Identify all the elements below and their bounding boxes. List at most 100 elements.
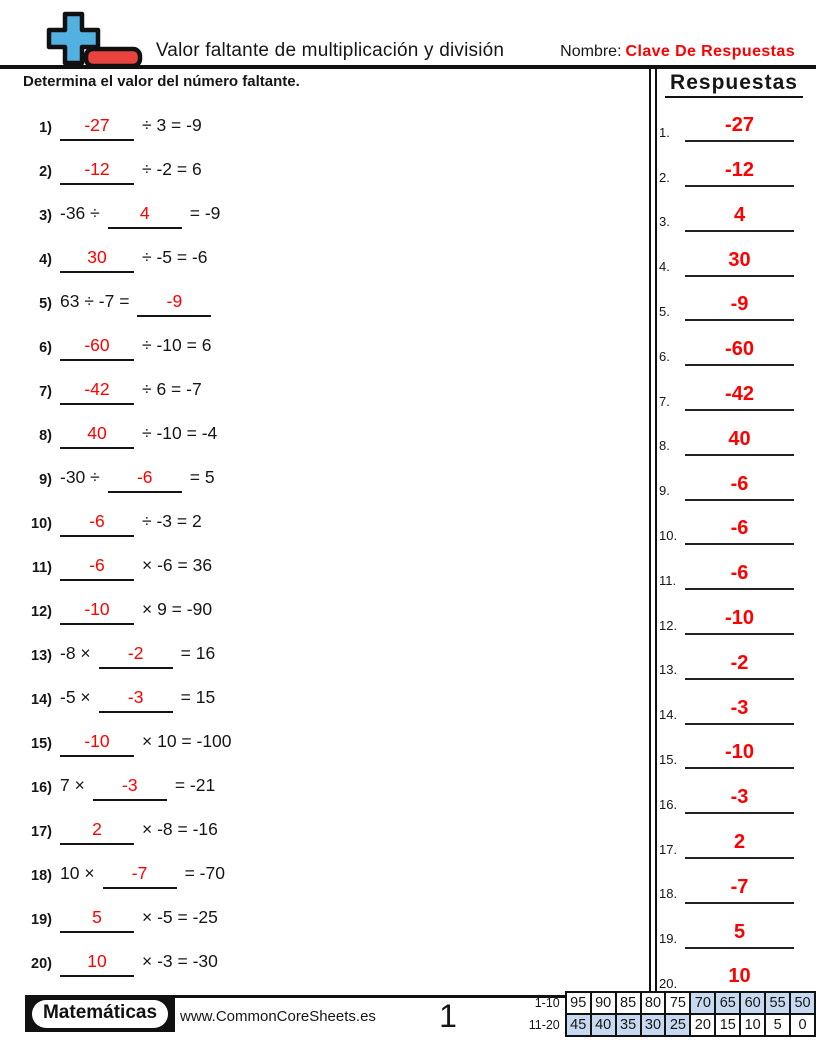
problem-row: 10) -6 ÷ -3 = 2 (22, 488, 622, 537)
answer-value: -3 (685, 786, 794, 815)
plus-icon (46, 11, 101, 66)
problem-blank-answer: 5 (60, 907, 134, 933)
problem-pre-text: -30 ÷ (60, 467, 100, 487)
answer-value: -42 (685, 383, 794, 412)
problem-blank-answer: -42 (60, 379, 134, 405)
problem-row: 5) 63 ÷ -7 = -9 (22, 268, 622, 317)
answer-row: 17. 2 (653, 817, 816, 862)
problem-blank-answer: -6 (60, 511, 134, 537)
problem-number: 10) (31, 516, 52, 532)
problem-post-text: ÷ -2 = 6 (142, 159, 202, 179)
problem-blank-answer: -3 (98, 687, 173, 713)
answer-row: 13. -2 (653, 638, 816, 683)
answer-value: -6 (685, 473, 794, 501)
answer-row: 1. -27 (653, 100, 816, 145)
answer-row: 3. 4 (653, 190, 816, 235)
problem-row: 4) 30 ÷ -5 = -6 (22, 224, 622, 273)
name-label: Nombre: (560, 43, 622, 60)
score-cell: 20 (689, 1013, 717, 1037)
score-cell: 95 (564, 991, 592, 1015)
name-block: Nombre: Clave De Respuestas (560, 43, 795, 61)
answer-row: 16. -3 (653, 772, 816, 817)
answer-row: 9. -6 (653, 458, 816, 503)
score-cell: 30 (639, 1013, 667, 1037)
answer-number: 4. (659, 259, 670, 275)
problem-blank-answer: 4 (107, 203, 182, 229)
problem-post-text: ÷ -5 = -6 (142, 247, 208, 267)
score-cell: 75 (664, 991, 692, 1015)
answer-value: -9 (685, 293, 794, 322)
answer-row: 10. -6 (653, 503, 816, 548)
score-row-label: 11-20 (528, 1018, 560, 1032)
answer-number: 9. (659, 483, 670, 499)
problem-row: 20) 10 × -3 = -30 (22, 928, 622, 977)
problem-number: 15) (31, 736, 52, 752)
problem-post-text: × 10 = -100 (142, 731, 232, 751)
problem-row: 7) -42 ÷ 6 = -7 (22, 356, 622, 405)
problem-number: 4) (39, 252, 52, 268)
answers-list: 1. -27 2. -12 3. 4 4. 30 5. -9 6. -60 7.… (653, 100, 816, 996)
score-cell: 35 (614, 1013, 642, 1037)
answer-number: 3. (659, 214, 670, 230)
score-cell: 65 (714, 991, 742, 1015)
problem-blank-answer: -27 (60, 115, 134, 141)
problem-row: 19) 5 × -5 = -25 (22, 884, 622, 933)
problem-number: 20) (31, 956, 52, 972)
problem-row: 2) -12 ÷ -2 = 6 (22, 136, 622, 185)
answer-number: 17. (659, 841, 678, 857)
answer-row: 18. -7 (653, 862, 816, 907)
answer-row: 19. 5 (653, 906, 816, 951)
answer-number: 7. (659, 393, 670, 409)
answer-value: -27 (685, 114, 794, 143)
answer-row: 7. -42 (653, 369, 816, 414)
answer-value: -7 (685, 876, 794, 904)
problem-post-text: = 16 (180, 643, 216, 663)
problem-post-text: ÷ -10 = -4 (142, 423, 218, 443)
problem-row: 16) 7 × -3 = -21 (22, 752, 622, 801)
page-title: Valor faltante de multiplicación y divis… (155, 40, 505, 61)
problem-post-text: × -8 = -16 (142, 819, 218, 839)
problem-post-text: = 15 (180, 687, 216, 707)
score-cell: 0 (789, 1013, 816, 1037)
answer-row: 6. -60 (653, 324, 816, 369)
answer-row: 15. -10 (653, 727, 816, 772)
problem-post-text: × -5 = -25 (142, 907, 218, 927)
score-cell: 25 (664, 1013, 692, 1037)
answers-column-divider (649, 66, 657, 995)
problem-post-text: ÷ 6 = -7 (142, 379, 202, 399)
answer-number: 19. (659, 931, 678, 947)
header-divider (0, 65, 816, 69)
problem-post-text: = -21 (174, 775, 216, 795)
footer-divider (25, 995, 816, 998)
answers-panel-title: Respuestas (656, 71, 812, 98)
answer-value: -60 (685, 338, 794, 367)
problem-blank-answer: -9 (137, 291, 212, 317)
problem-row: 17) 2 × -8 = -16 (22, 796, 622, 845)
answer-number: 16. (659, 796, 678, 812)
answer-value: 5 (685, 921, 794, 949)
problem-post-text: ÷ 3 = -9 (142, 115, 202, 135)
answer-number: 6. (659, 348, 670, 364)
score-cell: 5 (764, 1013, 792, 1037)
answer-row: 8. 40 (653, 414, 816, 459)
problem-pre-text: -8 × (60, 643, 91, 663)
answer-number: 20. (659, 975, 678, 991)
problem-number: 17) (31, 824, 52, 840)
answer-value: -10 (685, 607, 794, 636)
problem-number: 11) (31, 560, 52, 576)
problem-blank-answer: -7 (102, 863, 177, 889)
problem-pre-text: -36 ÷ (60, 203, 100, 223)
problem-number: 9) (39, 472, 52, 488)
problem-row: 15) -10 × 10 = -100 (22, 708, 622, 757)
score-cell: 45 (564, 1013, 592, 1037)
problem-row: 12) -10 × 9 = -90 (22, 576, 622, 625)
answer-row: 20. 10 (653, 951, 816, 996)
score-cell: 60 (739, 991, 767, 1015)
page-number: 1 (439, 998, 457, 1034)
problem-blank-answer: -10 (60, 731, 134, 757)
answer-value: -12 (685, 159, 794, 188)
answer-row: 5. -9 (653, 279, 816, 324)
problem-blank-answer: -3 (92, 775, 167, 801)
website-url: www.CommonCoreSheets.es (180, 1008, 376, 1025)
problem-number: 14) (31, 692, 52, 708)
